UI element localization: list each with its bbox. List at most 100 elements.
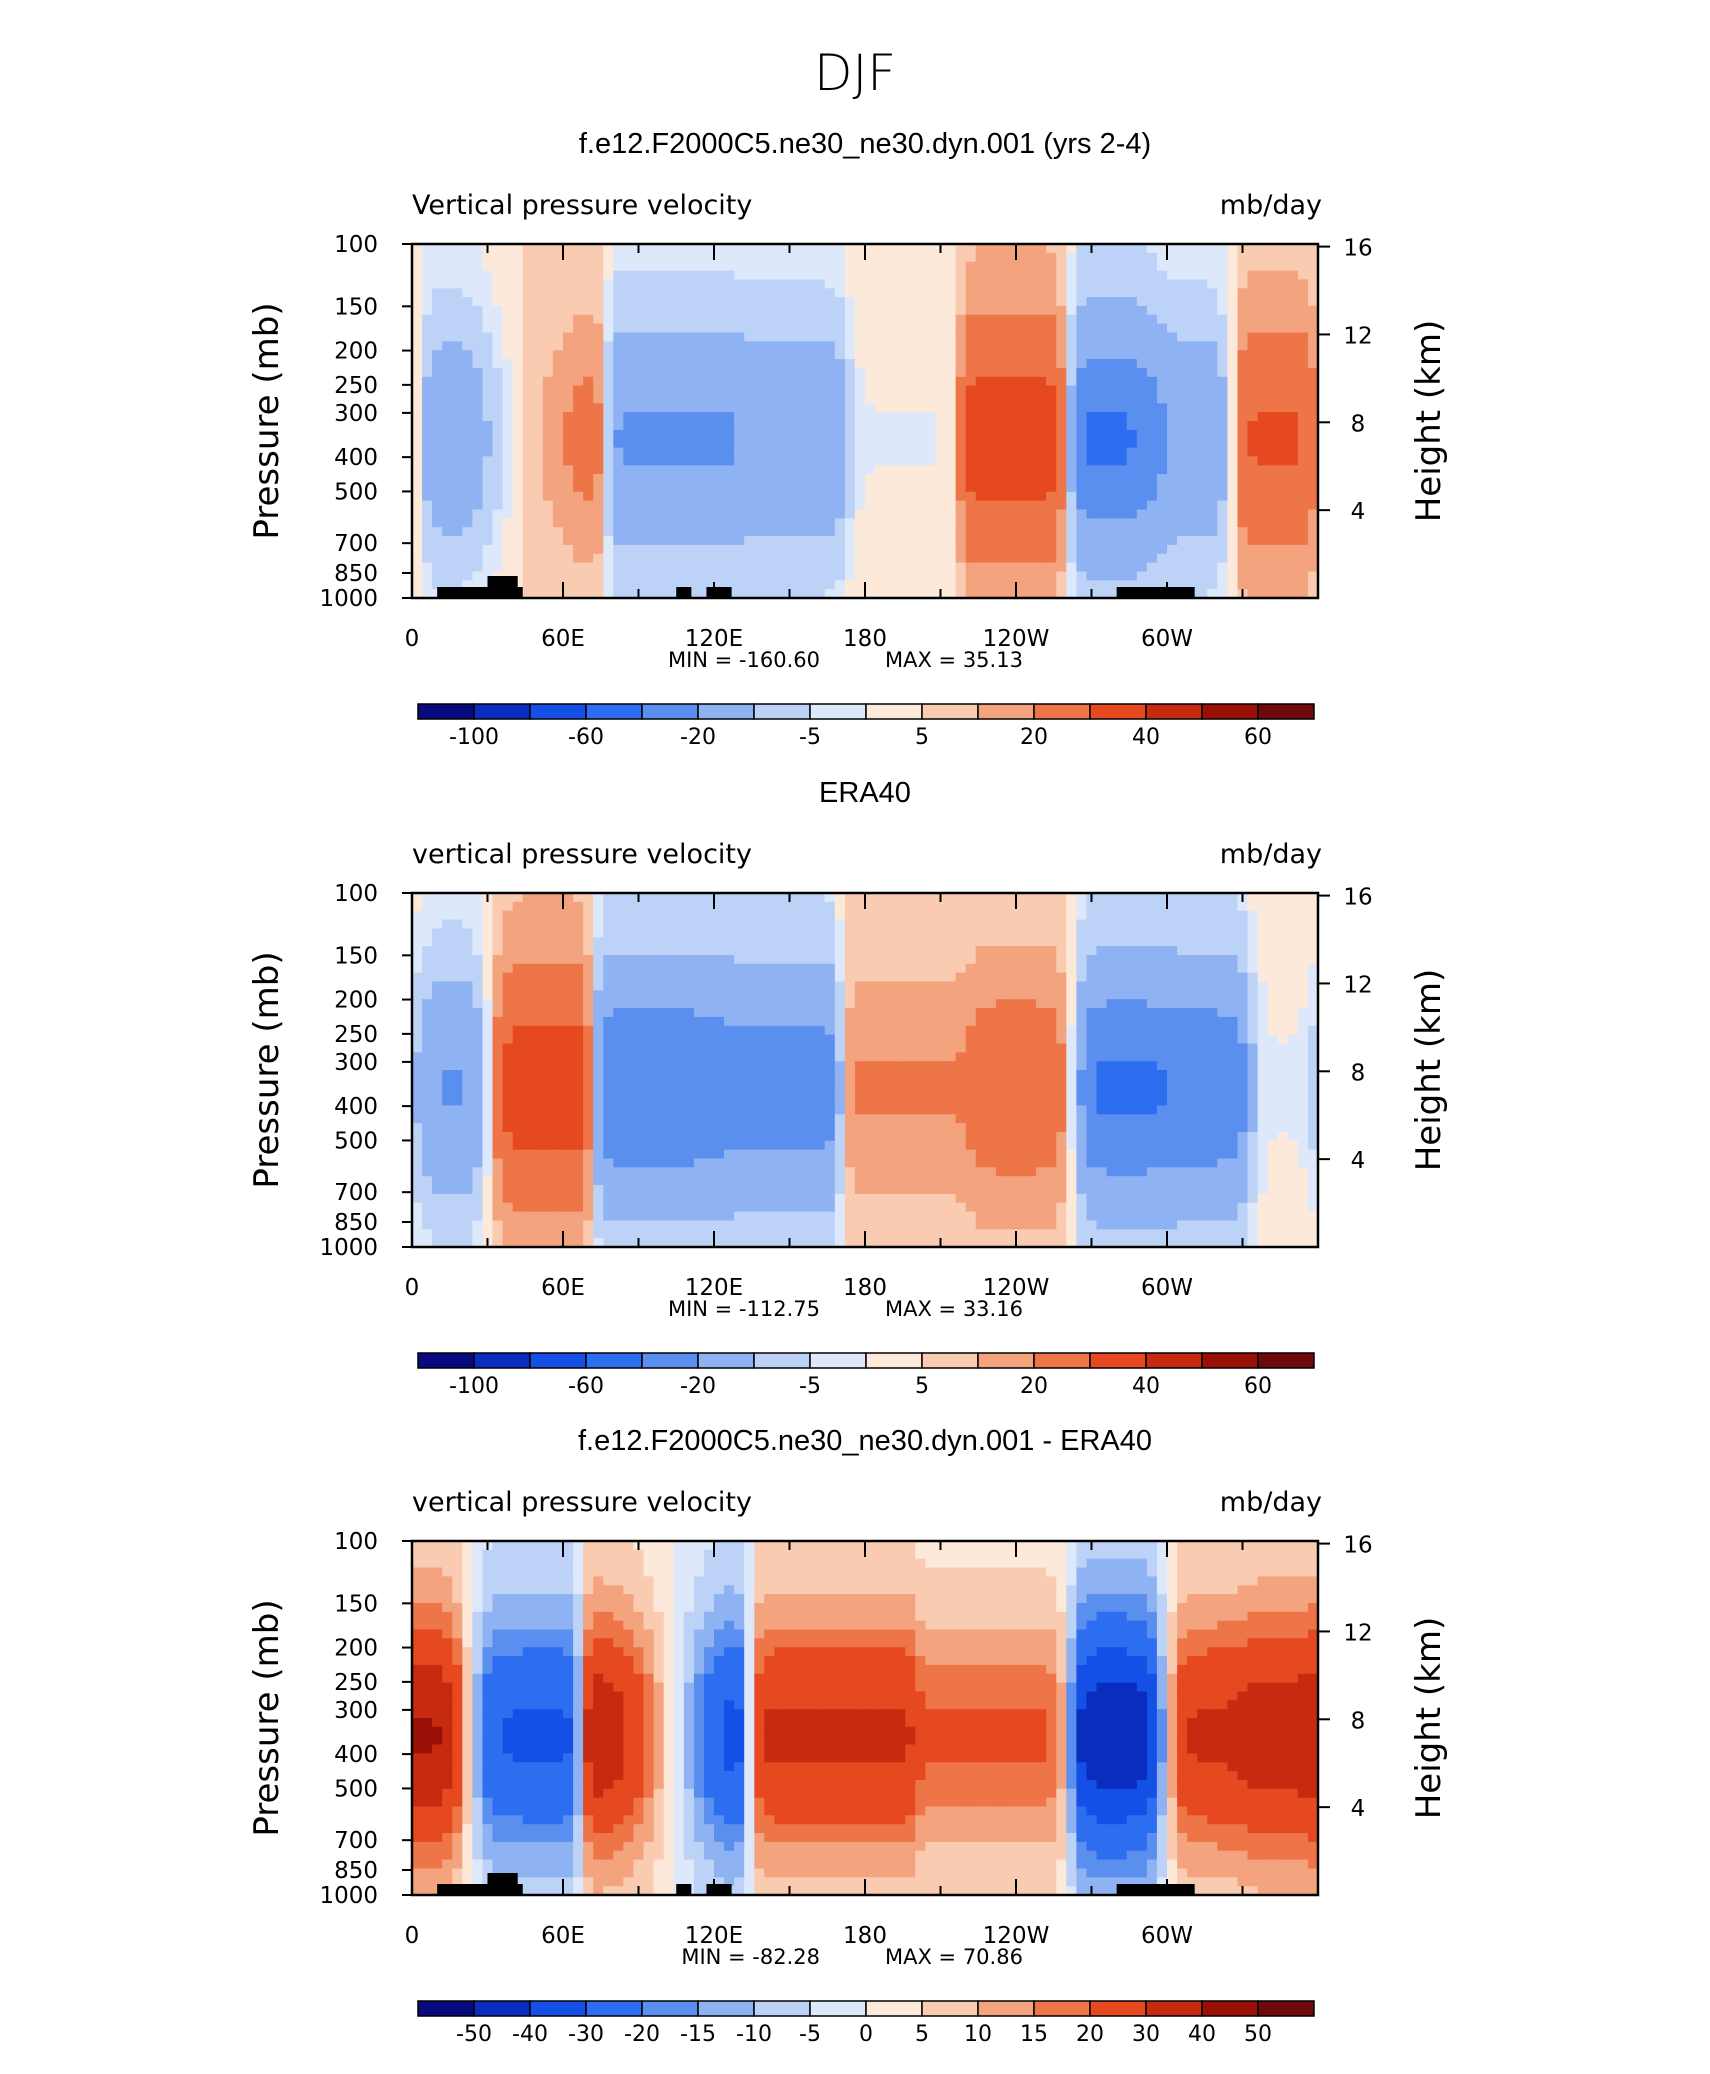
field-cell — [1287, 901, 1299, 912]
field-cell — [1036, 990, 1047, 1000]
field-cell — [895, 901, 906, 912]
field-cell — [1167, 955, 1178, 965]
field-cell — [653, 447, 665, 457]
field-cell — [593, 981, 604, 991]
field-cell — [412, 527, 423, 537]
field-cell — [1016, 893, 1027, 903]
field-cell — [804, 323, 816, 334]
field-cell — [532, 261, 544, 272]
field-cell — [985, 571, 997, 581]
field-cell — [653, 500, 665, 511]
field-cell — [724, 367, 735, 378]
field-cell — [925, 332, 937, 342]
field-cell — [703, 1008, 715, 1018]
field-cell — [1297, 429, 1309, 440]
field-cell — [734, 946, 745, 956]
field-cell — [432, 500, 443, 511]
field-cell — [1056, 474, 1067, 484]
field-cell — [985, 901, 997, 912]
field-cell — [583, 474, 594, 484]
field-cell — [854, 571, 866, 581]
field-cell — [673, 367, 685, 378]
field-cell — [663, 385, 675, 395]
field-cell — [724, 270, 735, 280]
field-cell — [1096, 589, 1108, 599]
field-cell — [1076, 518, 1088, 528]
field-cell — [1156, 429, 1168, 440]
field-cell — [1126, 544, 1138, 555]
field-cell — [804, 438, 816, 449]
field-cell — [583, 999, 594, 1009]
field-cell — [1005, 394, 1017, 404]
field-cell — [1096, 571, 1108, 581]
field-cell — [1076, 589, 1088, 599]
field-cell — [1177, 314, 1188, 325]
y-tick-label: 100 — [334, 232, 378, 258]
field-cell — [472, 527, 484, 537]
field-cell — [1187, 500, 1198, 511]
field-cell — [1257, 465, 1269, 475]
field-cell — [1227, 332, 1239, 342]
field-cell — [482, 376, 494, 387]
field-cell — [573, 376, 584, 387]
field-cell — [1267, 491, 1279, 502]
field-cell — [875, 589, 886, 599]
field-cell — [895, 332, 906, 342]
field-cell — [724, 447, 735, 457]
field-cell — [1056, 385, 1067, 395]
field-cell — [1287, 928, 1299, 938]
field-cell — [724, 562, 735, 573]
field-cell — [643, 244, 655, 254]
field-cell — [552, 919, 564, 929]
field-cell — [975, 500, 987, 511]
field-cell — [824, 394, 836, 404]
field-cell — [915, 990, 926, 1000]
field-cell — [844, 288, 856, 298]
field-cell — [995, 500, 1007, 511]
field-cell — [1106, 288, 1118, 298]
field-cell — [1267, 421, 1279, 431]
field-cell — [583, 332, 594, 342]
field-cell — [633, 323, 645, 334]
field-cell — [1156, 946, 1168, 956]
field-cell — [673, 332, 685, 342]
field-cell — [764, 919, 775, 929]
field-cell — [472, 421, 484, 431]
field-cell — [593, 438, 604, 449]
field-cell — [432, 553, 443, 564]
field-cell — [1277, 928, 1289, 938]
field-cell — [653, 288, 665, 298]
field-cell — [1146, 946, 1158, 956]
field-cell — [1277, 376, 1289, 387]
field-cell — [462, 527, 473, 537]
field-cell — [623, 474, 635, 484]
field-cell — [915, 527, 926, 537]
field-cell — [1005, 937, 1017, 947]
field-cell — [1126, 367, 1138, 378]
field-cell — [1016, 536, 1027, 546]
field-cell — [532, 474, 544, 484]
field-cell — [1227, 963, 1239, 974]
field-cell — [1096, 332, 1108, 342]
field-cell — [542, 412, 554, 422]
field-cell — [935, 580, 947, 590]
field-cell — [834, 955, 846, 965]
field-cell — [653, 270, 665, 280]
field-cell — [955, 589, 967, 599]
field-cell — [834, 963, 846, 974]
field-cell — [1187, 1008, 1198, 1018]
field-cell — [1217, 491, 1228, 502]
field-cell — [1005, 990, 1017, 1000]
field-cell — [1307, 447, 1319, 457]
field-cell — [1156, 553, 1168, 564]
field-cell — [814, 571, 826, 581]
field-cell — [492, 491, 504, 502]
field-cell — [1136, 421, 1148, 431]
field-cell — [965, 946, 977, 956]
field-cell — [552, 474, 564, 484]
field-cell — [804, 359, 816, 369]
field-cell — [764, 474, 775, 484]
field-cell — [965, 1008, 977, 1018]
field-cell — [583, 244, 594, 254]
field-cell — [925, 394, 937, 404]
